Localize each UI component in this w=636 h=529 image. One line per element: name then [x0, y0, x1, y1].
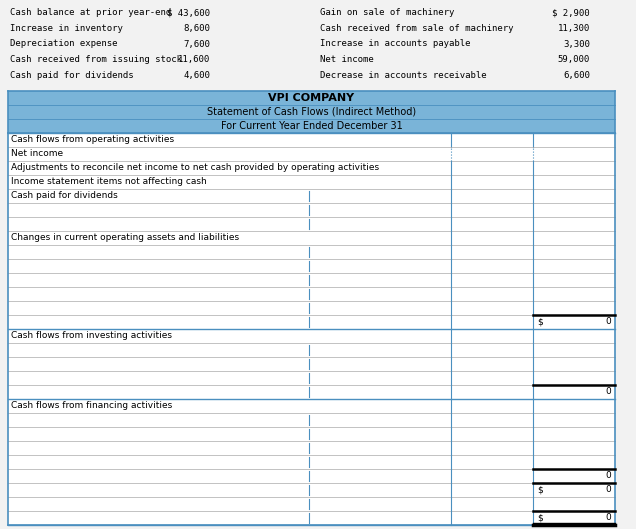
Text: 11,600: 11,600	[177, 55, 210, 64]
Text: Decrease in accounts receivable: Decrease in accounts receivable	[320, 71, 487, 80]
Text: $: $	[537, 514, 543, 523]
Text: Changes in current operating assets and liabilities: Changes in current operating assets and …	[11, 233, 239, 242]
Text: Cash paid for dividends: Cash paid for dividends	[10, 71, 134, 80]
Text: Cash flows from investing activities: Cash flows from investing activities	[11, 332, 172, 341]
Text: Adjustments to reconcile net income to net cash provided by operating activities: Adjustments to reconcile net income to n…	[11, 163, 379, 172]
Text: 6,600: 6,600	[563, 71, 590, 80]
Text: For Current Year Ended December 31: For Current Year Ended December 31	[221, 121, 403, 131]
Text: 0: 0	[605, 514, 611, 523]
Text: Cash received from sale of machinery: Cash received from sale of machinery	[320, 24, 513, 33]
Text: Income statement items not affecting cash: Income statement items not affecting cas…	[11, 178, 207, 187]
Text: Cash flows from operating activities: Cash flows from operating activities	[11, 135, 174, 144]
Text: Net income: Net income	[11, 150, 63, 159]
Text: Increase in accounts payable: Increase in accounts payable	[320, 40, 471, 49]
Text: 11,300: 11,300	[558, 24, 590, 33]
Text: 59,000: 59,000	[558, 55, 590, 64]
Bar	[8, 5, 631, 83]
Bar	[8, 91, 615, 133]
Text: $ 2,900: $ 2,900	[553, 8, 590, 17]
Text: 0: 0	[605, 388, 611, 397]
Text: 4,600: 4,600	[183, 71, 210, 80]
Bar	[8, 133, 615, 525]
Text: Cash flows from financing activities: Cash flows from financing activities	[11, 402, 172, 411]
Text: $ 43,600: $ 43,600	[167, 8, 210, 17]
Text: 3,300: 3,300	[563, 40, 590, 49]
Text: $: $	[537, 317, 543, 326]
Text: Cash balance at prior year-end: Cash balance at prior year-end	[10, 8, 171, 17]
Text: Statement of Cash Flows (Indirect Method): Statement of Cash Flows (Indirect Method…	[207, 107, 416, 117]
Text: Net income: Net income	[320, 55, 374, 64]
Text: $: $	[537, 486, 543, 495]
Text: 0: 0	[605, 317, 611, 326]
Text: 0: 0	[605, 471, 611, 480]
Text: Depreciation expense: Depreciation expense	[10, 40, 118, 49]
Text: 8,600: 8,600	[183, 24, 210, 33]
Text: 7,600: 7,600	[183, 40, 210, 49]
Text: Gain on sale of machinery: Gain on sale of machinery	[320, 8, 454, 17]
Text: Cash paid for dividends: Cash paid for dividends	[11, 191, 118, 200]
Text: Increase in inventory: Increase in inventory	[10, 24, 123, 33]
Text: Cash received from issuing stock: Cash received from issuing stock	[10, 55, 182, 64]
Text: 0: 0	[605, 486, 611, 495]
Text: VPI COMPANY: VPI COMPANY	[268, 93, 354, 103]
